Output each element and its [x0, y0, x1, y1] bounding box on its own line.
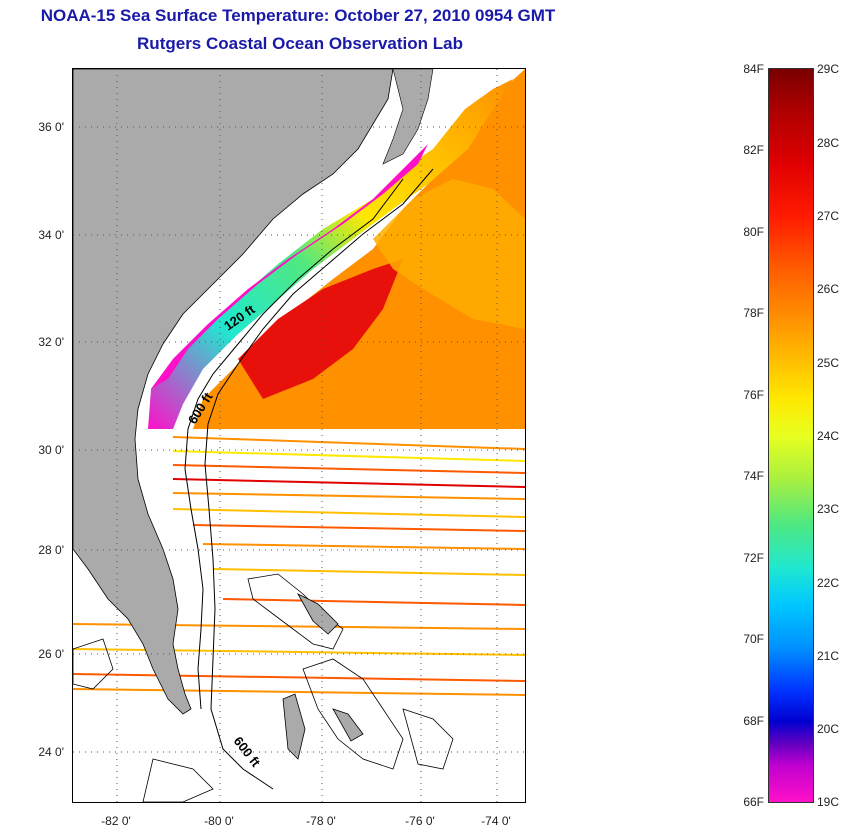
- colorbar-label-68f: 68F: [743, 714, 764, 728]
- isobath-600ft: [204, 168, 434, 790]
- colorbar-label-29c: 29C: [817, 62, 840, 76]
- bahamas-banks: [73, 573, 454, 802]
- graticule: [73, 69, 525, 802]
- bahamas-islands: [282, 593, 364, 760]
- lat-label-30: 30 0': [38, 443, 64, 457]
- map-title: NOAA-15 Sea Surface Temperature: October…: [40, 6, 556, 25]
- colorbar-label-78f: 78F: [743, 306, 764, 320]
- isobath-120ft: [184, 178, 404, 710]
- lon-label-80: -80 0': [204, 814, 234, 828]
- colorbar-label-21c: 21C: [817, 649, 840, 663]
- colorbar-label-22c: 22C: [817, 576, 840, 590]
- colorbar-label-70f: 70F: [743, 632, 764, 646]
- lat-label-26: 26 0': [38, 647, 64, 661]
- lon-label-82: -82 0': [101, 814, 131, 828]
- lon-label-78: -78 0': [306, 814, 336, 828]
- colorbar-label-26c: 26C: [817, 282, 840, 296]
- sst-map: 120 ft 600 ft 600 ft: [72, 68, 526, 803]
- colorbar-label-24c: 24C: [817, 429, 840, 443]
- lat-label-24: 24 0': [38, 745, 64, 759]
- colorbar-label-19c: 19C: [817, 795, 840, 809]
- lat-label-34: 34 0': [38, 228, 64, 242]
- lat-label-32: 32 0': [38, 335, 64, 349]
- colorbar-label-23c: 23C: [817, 502, 840, 516]
- colorbar-label-84f: 84F: [743, 62, 764, 76]
- lat-label-28: 28 0': [38, 543, 64, 557]
- colorbar-label-25c: 25C: [817, 356, 840, 370]
- colorbar-label-72f: 72F: [743, 551, 764, 565]
- colorbar-label-66f: 66F: [743, 795, 764, 809]
- map-subtitle: Rutgers Coastal Ocean Observation Lab: [137, 34, 463, 53]
- sst-gulf-stream-core: [238, 259, 403, 399]
- colorbar-label-20c: 20C: [817, 722, 840, 736]
- colorbar-label-76f: 76F: [743, 388, 764, 402]
- colorbar-label-80f: 80F: [743, 225, 764, 239]
- temperature-colorbar: [768, 68, 814, 803]
- sst-shelf-band: [148, 79, 513, 429]
- land-southeast-us: [73, 69, 394, 715]
- colorbar-label-27c: 27C: [817, 209, 840, 223]
- sst-map-canvas: 120 ft 600 ft 600 ft: [73, 69, 525, 802]
- sst-warm-band: [373, 179, 525, 329]
- colorbar-label-28c: 28C: [817, 136, 840, 150]
- colorbar-label-74f: 74F: [743, 469, 764, 483]
- lon-label-76: -76 0': [405, 814, 435, 828]
- lat-label-36: 36 0': [38, 120, 64, 134]
- colorbar-label-82f: 82F: [743, 143, 764, 157]
- lon-label-74: -74 0': [481, 814, 511, 828]
- land-nc-outer-banks: [382, 69, 434, 165]
